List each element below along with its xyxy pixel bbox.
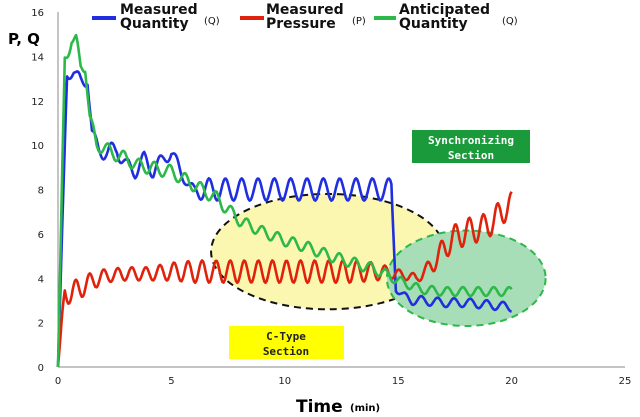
ctype-label-line2: Section	[263, 345, 309, 358]
x-tick-label: 25	[619, 376, 632, 387]
sync-region	[385, 229, 547, 327]
x-tick-label: 5	[168, 376, 174, 387]
y-tick-label: 2	[38, 319, 44, 330]
x-tick-labels: 0 5 10 15 20 25	[55, 376, 632, 387]
ctype-box	[229, 326, 344, 359]
x-tick-label: 20	[505, 376, 518, 387]
legend-tag-measured-quantity: (Q)	[204, 16, 220, 27]
y-axis-title: P, Q	[8, 30, 40, 48]
legend-item-measured-quantity: Measured Quantity (Q)	[92, 2, 220, 32]
legend-tag-anticipated-quantity: (Q)	[502, 16, 518, 27]
x-axis-unit: (min)	[350, 403, 380, 414]
sync-box	[412, 130, 530, 163]
x-tick-label: 15	[392, 376, 405, 387]
legend-item-measured-pressure: Measured Pressure (P)	[240, 2, 366, 32]
legend-item-anticipated-quantity: Anticipated Quantity (Q)	[374, 2, 518, 32]
y-tick-label: 8	[38, 186, 44, 197]
legend-label-measured-quantity: Measured Quantity	[120, 2, 198, 32]
series-line-anticipated-quantity	[56, 33, 513, 368]
sync-label-line1: Synchronizing	[428, 134, 514, 147]
series-line-measured-quantity	[56, 70, 512, 368]
y-tick-labels: 0 2 4 6 8 10 12 14 16	[31, 8, 44, 374]
series-line-measured-pressure	[56, 191, 513, 368]
axes	[57, 12, 625, 368]
x-tick-label: 10	[278, 376, 291, 387]
y-tick-label: 12	[31, 97, 44, 108]
y-tick-label: 14	[31, 52, 44, 63]
y-tick-label: 4	[38, 274, 44, 285]
y-tick-label: 6	[38, 230, 44, 241]
legend: Measured Quantity (Q) Measured Pressure (P…	[92, 2, 518, 32]
y-tick-label: 16	[31, 8, 44, 19]
legend-tag-measured-pressure: (P)	[352, 16, 366, 27]
annotation-ctype: C-Type Section	[229, 326, 344, 359]
y-tick-label: 0	[38, 363, 44, 374]
legend-label-anticipated-quantity: Anticipated Quantity	[399, 2, 490, 32]
x-tick-label: 0	[55, 376, 61, 387]
x-axis-title: Time	[296, 397, 343, 417]
legend-label-measured-pressure: Measured Pressure	[266, 2, 344, 32]
annotation-sync: Synchronizing Section	[412, 130, 530, 163]
sync-label-line2: Section	[448, 149, 494, 162]
ctype-label-line1: C-Type	[266, 330, 306, 343]
y-tick-label: 10	[31, 141, 44, 152]
series-lines	[56, 33, 513, 368]
